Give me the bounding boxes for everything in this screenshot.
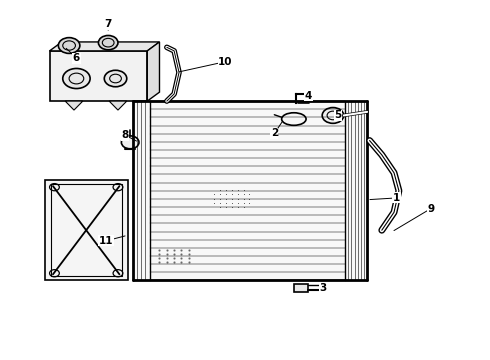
Circle shape xyxy=(63,68,90,89)
Text: 7: 7 xyxy=(104,19,112,29)
Circle shape xyxy=(122,136,139,149)
Text: 2: 2 xyxy=(270,129,278,138)
Circle shape xyxy=(104,70,127,87)
Bar xyxy=(133,101,367,280)
Text: 8: 8 xyxy=(122,130,129,140)
Circle shape xyxy=(322,108,343,123)
Text: 4: 4 xyxy=(305,91,312,101)
Text: 1: 1 xyxy=(393,193,400,203)
Text: 6: 6 xyxy=(73,53,80,63)
Bar xyxy=(49,51,147,101)
Polygon shape xyxy=(49,42,159,51)
Bar xyxy=(45,180,128,280)
Polygon shape xyxy=(147,42,159,101)
Text: 5: 5 xyxy=(334,111,342,121)
Text: 10: 10 xyxy=(218,57,233,67)
Bar xyxy=(294,284,308,292)
Polygon shape xyxy=(65,101,83,110)
Text: 3: 3 xyxy=(319,283,327,293)
Circle shape xyxy=(98,36,118,50)
Text: 11: 11 xyxy=(98,236,113,246)
Bar xyxy=(50,184,122,276)
Circle shape xyxy=(58,38,80,53)
Text: 9: 9 xyxy=(427,204,434,214)
Polygon shape xyxy=(109,101,127,110)
